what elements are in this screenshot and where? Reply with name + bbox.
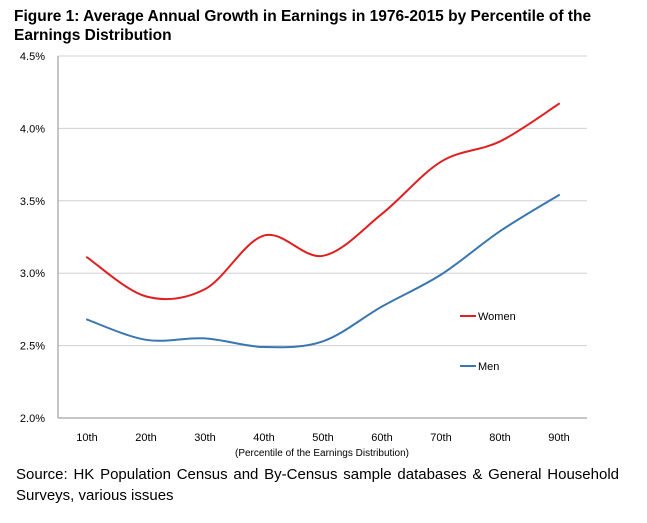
y-tick-label: 4.5% <box>20 51 45 63</box>
x-tick-label: 60th <box>371 432 392 444</box>
y-tick-labels: 2.0% 2.5% 3.0% 3.5% 4.0% 4.5% <box>20 51 45 425</box>
x-tick-label: 70th <box>430 432 451 444</box>
x-axis-label: (Percentile of the Earnings Distribution… <box>235 448 409 459</box>
y-tick-label: 2.0% <box>20 413 45 425</box>
x-tick-label: 80th <box>489 432 510 444</box>
x-tick-label: 30th <box>194 432 215 444</box>
series-line-women <box>86 102 560 301</box>
source-note: Source: HK Population Census and By-Cens… <box>16 466 619 504</box>
x-tick-label: 50th <box>312 432 333 444</box>
x-tick-label: 20th <box>135 432 156 444</box>
legend-label-women: Women <box>478 311 516 323</box>
legend-label-men: Men <box>478 361 499 373</box>
series-line-men <box>86 194 560 349</box>
y-tick-label: 2.5% <box>20 341 45 353</box>
y-tick-label: 3.5% <box>20 196 45 208</box>
y-tick-label: 4.0% <box>20 123 45 135</box>
x-tick-labels: 10th 20th 30th 40th 50th 60th 70th 80th 90th <box>76 432 569 444</box>
gridlines <box>58 55 587 419</box>
line-chart: 2.0% 2.5% 3.0% 3.5% 4.0% 4.5% 10th 20th 30th 40t… <box>20 51 587 459</box>
chart-title: Figure 1: Average Annual Growth in Earni… <box>14 8 592 44</box>
x-tick-label: 10th <box>76 432 97 444</box>
x-tick-label: 40th <box>253 432 274 444</box>
y-tick-label: 3.0% <box>20 268 45 280</box>
legend: Women Men <box>460 311 516 373</box>
x-tick-label: 90th <box>548 432 569 444</box>
series-lines <box>86 102 560 349</box>
